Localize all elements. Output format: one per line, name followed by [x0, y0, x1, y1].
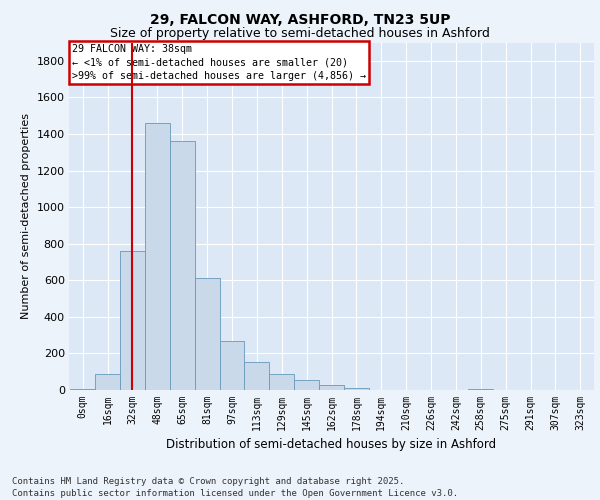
Bar — [294, 380, 319, 390]
Bar — [170, 142, 194, 390]
Bar — [95, 374, 120, 390]
Bar — [145, 123, 170, 390]
Bar — [70, 389, 95, 390]
Text: Size of property relative to semi-detached houses in Ashford: Size of property relative to semi-detach… — [110, 28, 490, 40]
Bar — [269, 374, 294, 390]
Bar — [469, 389, 493, 390]
Bar — [194, 278, 220, 390]
X-axis label: Distribution of semi-detached houses by size in Ashford: Distribution of semi-detached houses by … — [166, 438, 497, 452]
Bar — [319, 384, 344, 390]
Text: Contains HM Land Registry data © Crown copyright and database right 2025.
Contai: Contains HM Land Registry data © Crown c… — [12, 478, 458, 498]
Text: 29, FALCON WAY, ASHFORD, TN23 5UP: 29, FALCON WAY, ASHFORD, TN23 5UP — [150, 12, 450, 26]
Bar — [344, 388, 369, 390]
Text: 29 FALCON WAY: 38sqm
← <1% of semi-detached houses are smaller (20)
>99% of semi: 29 FALCON WAY: 38sqm ← <1% of semi-detac… — [71, 44, 365, 80]
Y-axis label: Number of semi-detached properties: Number of semi-detached properties — [21, 114, 31, 320]
Bar — [220, 340, 244, 390]
Bar — [120, 251, 145, 390]
Bar — [244, 362, 269, 390]
